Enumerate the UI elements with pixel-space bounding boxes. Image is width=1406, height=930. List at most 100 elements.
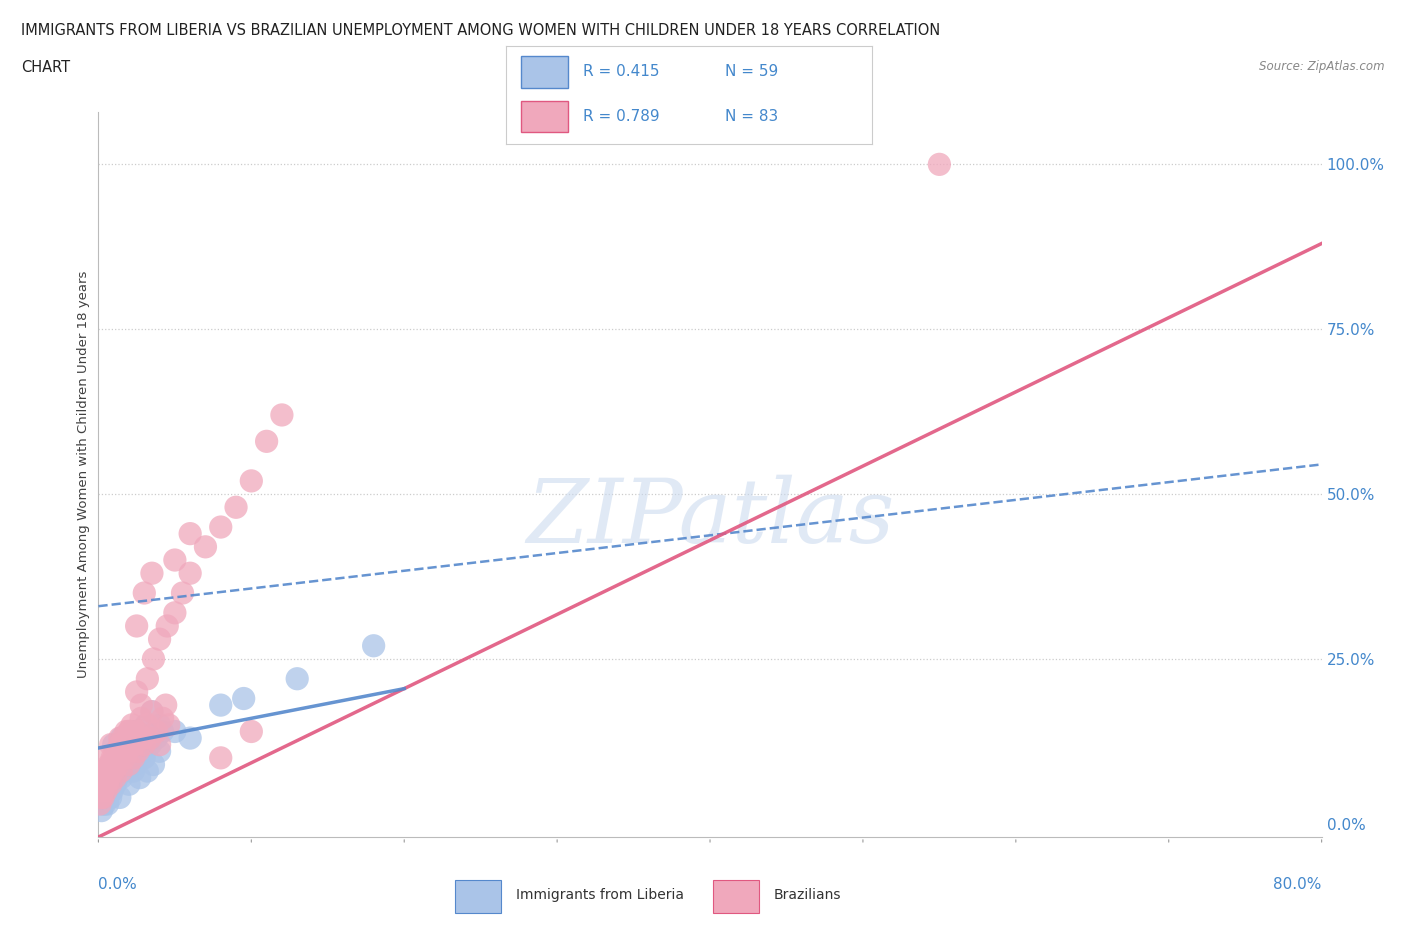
Point [145, 731, 167, 746]
Point [163, 605, 186, 620]
Point [152, 711, 174, 725]
Point [105, 764, 128, 778]
Point [107, 757, 129, 772]
Point [105, 744, 128, 759]
Point [225, 499, 247, 514]
Point [152, 724, 174, 739]
Text: R = 0.415: R = 0.415 [583, 64, 659, 79]
Point [122, 764, 145, 778]
Point [100, 757, 122, 772]
Point [117, 744, 139, 759]
Point [112, 744, 135, 759]
Point [134, 744, 156, 759]
Point [104, 777, 127, 791]
Point [103, 764, 125, 778]
Point [93, 770, 115, 785]
Point [129, 737, 152, 752]
Point [209, 751, 232, 765]
FancyBboxPatch shape [520, 56, 568, 87]
Point [94, 783, 117, 798]
Point [100, 757, 122, 772]
Point [103, 751, 125, 765]
Point [135, 717, 157, 732]
Point [91, 764, 114, 778]
Point [118, 757, 141, 772]
Point [105, 744, 128, 759]
Point [194, 539, 217, 554]
Point [141, 731, 163, 746]
Point [103, 770, 125, 785]
Point [98, 757, 121, 772]
Point [134, 751, 156, 765]
Point [149, 737, 172, 752]
Point [108, 731, 131, 746]
Point [139, 731, 162, 746]
Point [101, 764, 124, 778]
Point [124, 737, 146, 752]
Point [928, 157, 950, 172]
Point [101, 783, 124, 798]
Point [94, 783, 117, 798]
Point [115, 737, 138, 752]
Point [120, 731, 142, 746]
Point [108, 737, 131, 752]
Point [136, 717, 159, 732]
Point [100, 777, 122, 791]
Point [240, 473, 263, 488]
Point [93, 783, 115, 798]
Point [141, 565, 163, 580]
Point [100, 737, 122, 752]
Point [104, 757, 127, 772]
Point [128, 770, 150, 785]
Point [122, 751, 145, 765]
Point [93, 797, 115, 812]
Point [125, 684, 148, 699]
Point [94, 751, 117, 765]
Point [125, 744, 148, 759]
Point [100, 790, 122, 804]
Point [118, 777, 141, 791]
Point [105, 770, 128, 785]
Point [103, 764, 125, 778]
Point [125, 724, 148, 739]
Point [98, 770, 121, 785]
Point [121, 724, 143, 739]
Point [209, 698, 232, 712]
Point [141, 704, 163, 719]
Point [129, 698, 152, 712]
Point [108, 790, 131, 804]
Point [90, 804, 112, 818]
Text: Brazilians: Brazilians [773, 888, 841, 902]
Point [127, 744, 149, 759]
Point [115, 724, 138, 739]
Point [90, 783, 112, 798]
Point [157, 717, 180, 732]
Text: R = 0.789: R = 0.789 [583, 110, 659, 125]
Y-axis label: Unemployment Among Women with Children Under 18 years: Unemployment Among Women with Children U… [77, 271, 90, 678]
Text: 0.0%: 0.0% [98, 877, 138, 892]
Point [97, 770, 120, 785]
Point [145, 724, 167, 739]
Point [111, 737, 134, 752]
Point [112, 744, 135, 759]
Point [179, 731, 201, 746]
Point [134, 737, 156, 752]
Point [89, 797, 111, 812]
Text: 80.0%: 80.0% [1274, 877, 1322, 892]
Point [129, 711, 152, 725]
Point [163, 552, 186, 567]
Point [118, 724, 141, 739]
Point [110, 764, 132, 778]
Text: N = 59: N = 59 [725, 64, 779, 79]
Point [155, 698, 177, 712]
Point [98, 777, 121, 791]
Point [179, 565, 201, 580]
Point [93, 777, 115, 791]
FancyBboxPatch shape [520, 101, 568, 132]
Point [91, 790, 114, 804]
Text: ZIPatlas: ZIPatlas [526, 474, 894, 561]
Point [132, 731, 155, 746]
Point [125, 618, 148, 633]
Point [104, 770, 127, 785]
Point [107, 751, 129, 765]
